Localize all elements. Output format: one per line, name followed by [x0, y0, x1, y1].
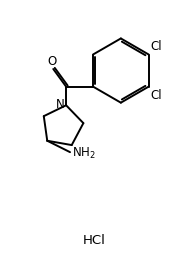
Text: Cl: Cl	[150, 88, 162, 101]
Text: HCl: HCl	[83, 233, 105, 246]
Text: O: O	[47, 54, 56, 67]
Text: N: N	[56, 97, 65, 110]
Text: NH$_2$: NH$_2$	[72, 146, 95, 161]
Text: Cl: Cl	[150, 40, 162, 53]
